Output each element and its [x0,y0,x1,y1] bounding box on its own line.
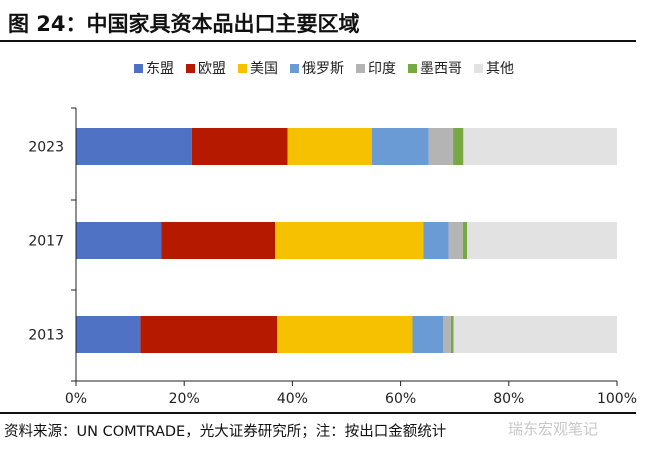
bar-segment [463,128,617,165]
legend-swatch [290,63,299,73]
legend: 东盟 欧盟 美国 俄罗斯 印度 墨西哥 其他 [134,58,514,78]
bar-segment [453,316,617,353]
bar-segment [423,222,449,259]
legend-item: 欧盟 [186,58,226,78]
x-tick-label: 80% [493,391,524,407]
legend-label: 美国 [250,61,278,77]
bar-segment [412,316,444,353]
bar-segment [277,316,413,353]
legend-swatch [134,63,143,73]
footer-divider [0,412,636,414]
bar-segment [76,316,141,353]
legend-item: 印度 [356,58,396,78]
bar-segment [191,128,288,165]
legend-label: 印度 [368,61,396,77]
legend-swatch [474,63,483,73]
source-note: 资料来源：UN COMTRADE，光大证券研究所；注：按出口金额统计 [4,424,447,440]
x-tick-label: 0% [65,391,87,407]
legend-swatch [238,63,247,73]
legend-label: 欧盟 [198,61,226,77]
legend-item: 其他 [474,58,514,78]
category-label: 2017 [28,234,64,250]
legend-label: 其他 [486,61,514,77]
bar-segment [467,222,617,259]
bar-segment [76,128,192,165]
bar-segment [428,128,454,165]
figure-title: 图 24：中国家具资本品出口主要区域 [8,12,360,36]
legend-swatch [356,63,365,73]
x-tick-label: 20% [169,391,200,407]
bar-segment [275,222,424,259]
legend-label: 墨西哥 [420,61,462,77]
bar-segment [462,222,468,259]
legend-swatch [186,63,195,73]
legend-item: 墨西哥 [408,58,462,78]
bar-segment [448,222,463,259]
category-label: 2013 [28,328,64,344]
bar-segment [161,222,276,259]
title-divider [0,40,636,42]
bar-segment [371,128,429,165]
legend-item: 俄罗斯 [290,58,344,78]
legend-swatch [408,63,417,73]
legend-label: 东盟 [146,61,174,77]
bar-segment [453,128,464,165]
legend-label: 俄罗斯 [302,61,344,77]
x-tick-label: 60% [385,391,416,407]
legend-item: 东盟 [134,58,174,78]
bar-segment [76,222,162,259]
x-tick-label: 100% [597,391,637,407]
watermark: 瑞东宏观笔记 [508,420,599,438]
category-label: 2023 [28,140,64,156]
bar-segment [443,316,451,353]
bar-segment [450,316,454,353]
bar-segment [140,316,278,353]
bar-segment [287,128,372,165]
legend-item: 美国 [238,58,278,78]
x-tick-label: 40% [277,391,308,407]
